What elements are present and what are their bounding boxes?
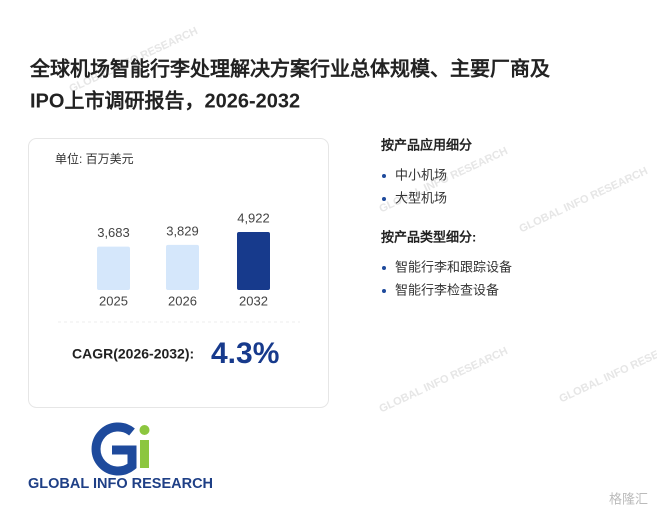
bullet — [382, 174, 386, 178]
x-tick-label: 2026 — [168, 293, 197, 308]
title: 全球机场智能行李处理解决方案行业总体规模、主要厂商及 — [29, 56, 551, 80]
bar — [237, 232, 270, 290]
bar — [97, 246, 130, 290]
segment-item: 大型机场 — [395, 190, 447, 205]
logo-dot — [139, 425, 150, 435]
bar — [166, 244, 199, 290]
logo-i — [140, 440, 149, 468]
value-label: 3,829 — [166, 223, 199, 238]
bullet — [382, 266, 386, 270]
cagr-value: 4.3% — [211, 337, 279, 370]
x-tick-label: 2025 — [99, 293, 128, 308]
value-label: 4,922 — [237, 210, 270, 225]
segment-item: 智能行李检查设备 — [395, 282, 499, 297]
cagr-label: CAGR(2026-2032): — [72, 346, 194, 362]
segment-title: 按产品应用细分 — [381, 137, 472, 152]
source-mark: 格隆汇 — [609, 491, 648, 506]
title: IPO上市调研报告，2026-2032 — [30, 88, 300, 112]
logo-text: GLOBAL INFO RESEARCH — [28, 476, 213, 492]
logo: GLOBAL INFO RESEARCH — [28, 422, 213, 492]
segment-title: 按产品类型细分: — [381, 229, 476, 244]
x-tick-label: 2032 — [239, 293, 268, 308]
value-label: 3,683 — [97, 225, 130, 240]
bullet — [382, 289, 386, 293]
svg-text:GLOBAL INFO RESEARCH: GLOBAL INFO RESEARCH — [557, 335, 657, 405]
logo-g — [91, 422, 137, 476]
svg-text:GLOBAL INFO RESEARCH: GLOBAL INFO RESEARCH — [377, 345, 509, 415]
bullet — [382, 197, 386, 201]
unit-label: 单位: 百万美元 — [55, 151, 134, 166]
segment-item: 智能行李和跟踪设备 — [395, 259, 512, 274]
segment-item: 中小机场 — [395, 167, 447, 182]
svg-text:GLOBAL INFO RESEARCH: GLOBAL INFO RESEARCH — [517, 165, 649, 235]
